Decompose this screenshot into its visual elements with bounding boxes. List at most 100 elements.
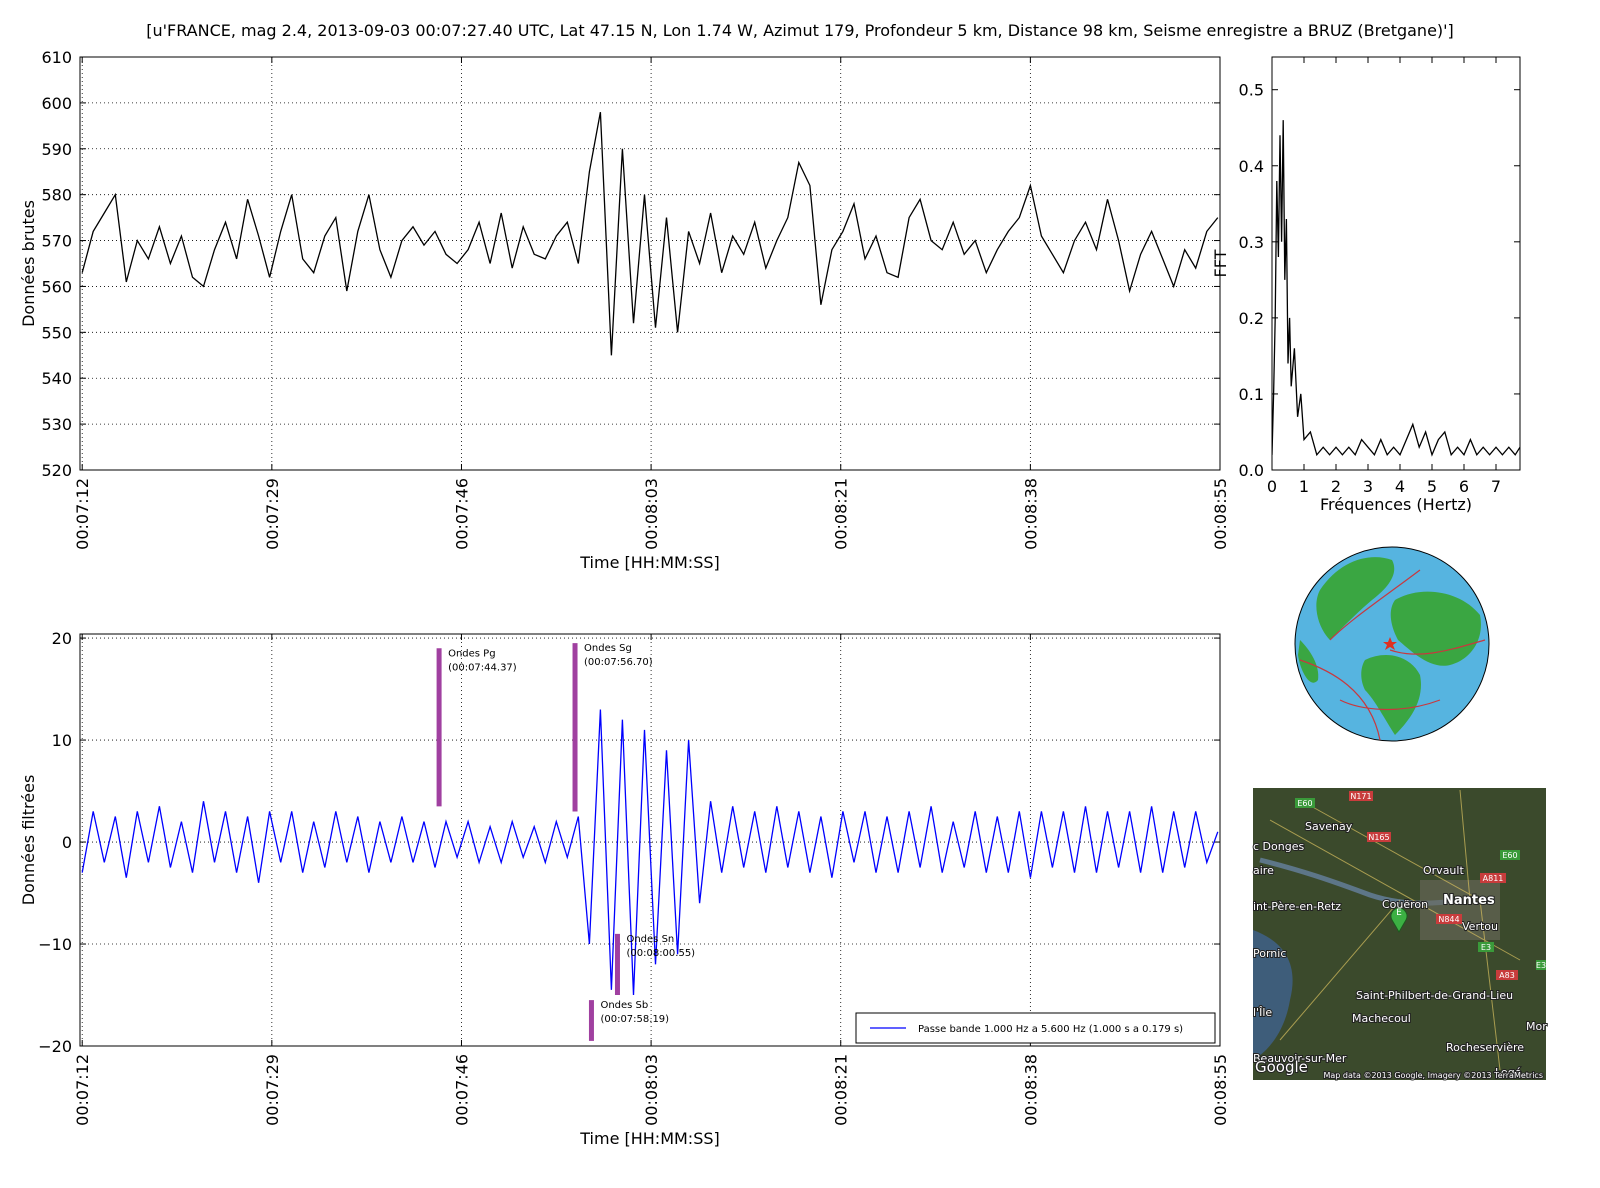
y-tick-label: 20 bbox=[52, 629, 72, 648]
x-axis-label: Time [HH:MM:SS] bbox=[579, 553, 720, 572]
x-tick-label: 7 bbox=[1491, 477, 1501, 496]
map-label: Mor bbox=[1526, 1020, 1547, 1033]
map-label: Nantes bbox=[1443, 893, 1495, 908]
x-tick-label: 3 bbox=[1363, 477, 1373, 496]
x-axis-label: Fréquences (Hertz) bbox=[1320, 495, 1472, 514]
map-marker-label: E bbox=[1396, 908, 1402, 918]
map-label: Beauvoir-sur-Mer bbox=[1253, 1052, 1347, 1065]
map-label: Savenay bbox=[1305, 820, 1353, 833]
epicenter bbox=[1383, 637, 1397, 650]
map-label: Rocheservière bbox=[1446, 1041, 1524, 1054]
map-label: Couëron bbox=[1382, 898, 1428, 911]
y-tick-label: 0 bbox=[62, 833, 72, 852]
x-tick-label: 00:08:03 bbox=[642, 478, 661, 550]
road-sign bbox=[1367, 832, 1391, 842]
map-label: Pornic bbox=[1253, 947, 1286, 960]
plot-frame bbox=[79, 56, 1221, 471]
road-sign bbox=[1295, 798, 1315, 808]
map-logo: Google bbox=[1255, 1058, 1308, 1076]
x-tick-label: 00:07:29 bbox=[263, 1054, 282, 1126]
map-bg bbox=[1253, 788, 1546, 1080]
road-sign-label: E3 bbox=[1481, 943, 1491, 952]
land bbox=[1316, 557, 1395, 640]
chart: −20 −10 0 10 20 00:07:12 00:07:29 00:07:46 00:08… bbox=[19, 629, 1230, 1148]
map-attribution: Map data ©2013 Google, Imagery ©2013 Ter… bbox=[1323, 1071, 1543, 1080]
road-sign bbox=[1500, 850, 1520, 860]
legend-box bbox=[855, 1012, 1216, 1044]
x-tick-label: 00:08:38 bbox=[1021, 478, 1040, 550]
land bbox=[1298, 640, 1319, 683]
y-tick-label: 0.0 bbox=[1239, 461, 1264, 480]
x-tick-label: 1 bbox=[1299, 477, 1309, 496]
y-tick-label: 0.4 bbox=[1239, 157, 1264, 176]
x-tick-label: 0 bbox=[1267, 477, 1277, 496]
x-tick-label: 00:07:12 bbox=[73, 1054, 92, 1126]
x-tick-label: 5 bbox=[1427, 477, 1437, 496]
road-sign bbox=[1436, 914, 1462, 924]
water bbox=[1253, 930, 1293, 1060]
map: Savenay c Donges Orvault Nantes aire int… bbox=[1252, 788, 1548, 1081]
legend-label: Passe bande 1.000 Hz a 5.600 Hz (1.000 s… bbox=[918, 1024, 1183, 1035]
map-label: Machecoul bbox=[1352, 1012, 1411, 1025]
annotation-label: Ondes Sb bbox=[600, 1000, 648, 1011]
y-tick-label: 600 bbox=[41, 94, 72, 113]
road-sign bbox=[1349, 791, 1373, 801]
map-label: Legé bbox=[1495, 1066, 1522, 1079]
x-tick-label: 2 bbox=[1331, 477, 1341, 496]
y-tick-label: 0.5 bbox=[1239, 81, 1264, 100]
y-tick-label: 0.3 bbox=[1239, 233, 1264, 252]
road-sign bbox=[1536, 960, 1546, 970]
y-tick-label: 550 bbox=[41, 323, 72, 342]
plot-frame bbox=[1271, 56, 1521, 471]
chart: [u'FRANCE, mag 2.4, 2013-09-03 00:07:27.… bbox=[19, 21, 1454, 572]
y-axis-label: FFT bbox=[1211, 249, 1230, 277]
y-tick-label: 560 bbox=[41, 277, 72, 296]
map-label: Vertou bbox=[1462, 920, 1498, 933]
y-tick-label: 570 bbox=[41, 232, 72, 251]
annotation-time: (00:07:58.19) bbox=[600, 1014, 669, 1025]
road-sign-label: N844 bbox=[1438, 915, 1459, 924]
y-axis-label: Données filtrées bbox=[19, 775, 38, 906]
chart-title: [u'FRANCE, mag 2.4, 2013-09-03 00:07:27.… bbox=[146, 21, 1454, 40]
annotation-time: (00:07:44.37) bbox=[448, 662, 517, 673]
y-tick-label: −20 bbox=[38, 1037, 72, 1056]
x-tick-label: 00:08:21 bbox=[832, 478, 851, 550]
map-label: aire bbox=[1253, 864, 1274, 877]
x-tick-label: 00:07:46 bbox=[452, 1054, 471, 1126]
chart: 0.0 0.1 0.2 0.3 0.4 0.5 0 1 2 3 4 5 6 7 Fréquences (He… bbox=[1211, 56, 1521, 514]
plot-frame bbox=[79, 633, 1221, 1047]
y-tick-label: 590 bbox=[41, 140, 72, 159]
road-sign-label: E60 bbox=[1502, 851, 1517, 860]
x-tick-label: 6 bbox=[1459, 477, 1469, 496]
y-tick-label: 10 bbox=[52, 731, 72, 750]
y-tick-label: 610 bbox=[41, 48, 72, 67]
y-tick-label: 0.2 bbox=[1239, 309, 1264, 328]
map-label: c Donges bbox=[1253, 840, 1304, 853]
y-tick-label: 520 bbox=[41, 461, 72, 480]
map-label: int-Père-en-Retz bbox=[1253, 900, 1341, 913]
annotation-label: Ondes Sg bbox=[584, 643, 632, 654]
road-sign bbox=[1480, 873, 1506, 883]
y-tick-label: 540 bbox=[41, 369, 72, 388]
x-tick-label: 4 bbox=[1395, 477, 1405, 496]
roads bbox=[1269, 789, 1521, 1071]
city-area bbox=[1420, 880, 1500, 940]
road-sign-label: E60 bbox=[1297, 799, 1312, 808]
annotation-time: (00:07:56.70) bbox=[584, 657, 653, 668]
road-sign-label: N165 bbox=[1368, 833, 1389, 842]
globe bbox=[1294, 546, 1490, 742]
x-tick-label: 00:08:03 bbox=[642, 1054, 661, 1126]
road-sign-label: A811 bbox=[1483, 874, 1504, 883]
road-sign bbox=[1496, 970, 1518, 980]
data-line bbox=[81, 111, 1219, 356]
road-sign-label: E3 bbox=[1536, 961, 1546, 970]
x-tick-label: 00:08:21 bbox=[832, 1054, 851, 1126]
map-label: Saint-Philbert-de-Grand-Lieu bbox=[1356, 989, 1513, 1002]
y-tick-label: 530 bbox=[41, 415, 72, 434]
data-line bbox=[1272, 120, 1520, 457]
y-axis-label: Données brutes bbox=[19, 200, 38, 327]
y-tick-label: −10 bbox=[38, 935, 72, 954]
map-marker bbox=[1390, 907, 1408, 933]
x-tick-label: 00:07:46 bbox=[452, 478, 471, 550]
x-tick-label: 00:07:29 bbox=[263, 478, 282, 550]
